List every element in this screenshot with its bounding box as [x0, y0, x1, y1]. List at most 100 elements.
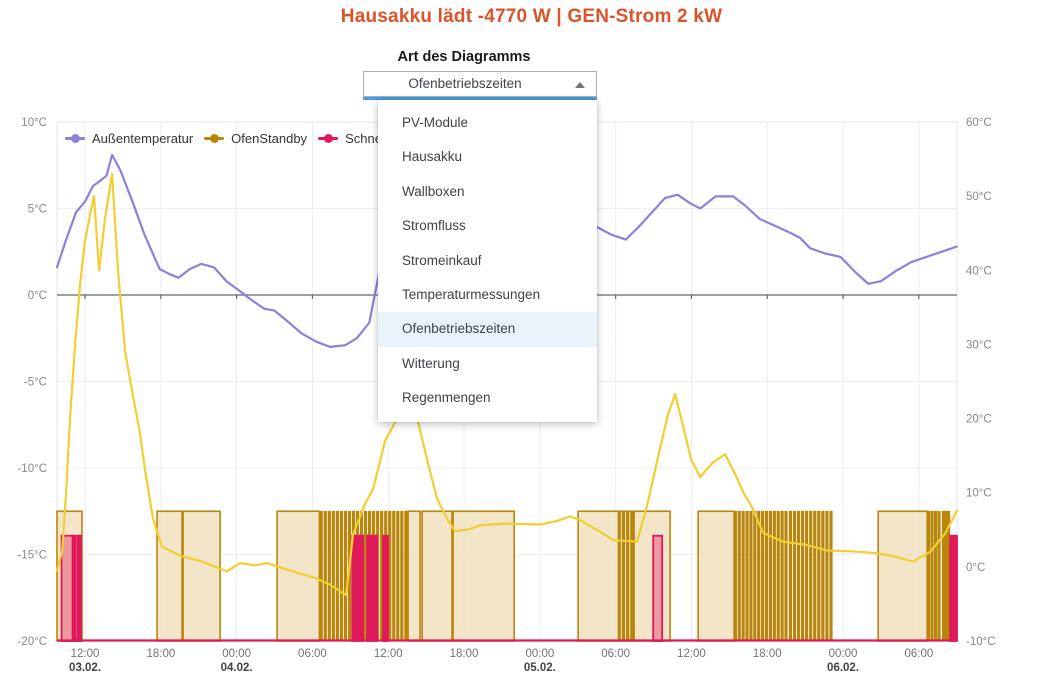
burn-stripe [753, 510, 757, 642]
y-right-tick-label: 20°C [966, 414, 992, 426]
dropdown-option-stromfluss[interactable]: Stromfluss [402, 218, 466, 234]
y-right-tick-label: 60°C [966, 117, 992, 129]
burn-stripe [776, 510, 780, 642]
x-tick-date-label: 06.02. [827, 662, 859, 674]
burn-stripe [400, 510, 404, 642]
burn-stripe [327, 510, 331, 642]
x-tick-time-label: 18:00 [753, 648, 782, 660]
dropdown-option-stromeinkauf[interactable]: Stromeinkauf [402, 252, 482, 268]
burn-stripe [343, 510, 348, 642]
burn-stripe [937, 510, 941, 642]
standby-block [182, 510, 221, 642]
legend-item-aussentemperatur[interactable]: Außentemperatur [65, 131, 193, 146]
x-tick-time-label: 18:00 [146, 648, 175, 660]
diagram-type-selected-value: Ofenbetriebszeiten [408, 76, 522, 91]
legend-label: Schnec [345, 130, 389, 146]
burn-stripe [784, 510, 788, 642]
burn-stripe [796, 510, 801, 642]
dropdown-option-witterung[interactable]: Witterung [402, 355, 460, 371]
y-right-tick-label: 0°C [966, 562, 985, 574]
burn-stripe [388, 510, 392, 642]
x-tick-time-label: 12:00 [71, 648, 100, 660]
x-tick-time-label: 00:00 [829, 648, 858, 660]
burn-stripe [780, 510, 784, 642]
burn-stripe [821, 510, 825, 642]
burn-stripe [339, 510, 343, 642]
y-right-tick-label: 50°C [966, 191, 992, 203]
x-tick-time-label: 06:00 [904, 648, 933, 660]
y-left-tick-label: -5°C [24, 377, 47, 389]
burn-stripe [772, 510, 776, 642]
burn-stripe [323, 510, 327, 642]
burn-stripe [331, 510, 335, 642]
burn-stripe [335, 510, 339, 642]
burn-stripe [617, 510, 621, 642]
burn-stripe [768, 510, 773, 642]
burn-stripe [392, 510, 396, 642]
chart-legend: Außentemperatur OfenStandby Schnec [65, 128, 399, 148]
legend-item-schnee[interactable]: Schnec [318, 131, 388, 146]
diagram-type-label: Art des Diagramms [397, 49, 531, 65]
y-left-tick-label: -15°C [17, 550, 47, 562]
dropdown-option-hausakku[interactable]: Hausakku [402, 149, 463, 165]
ofen-curve-line [55, 172, 959, 597]
y-left-tick-label: -20°C [17, 636, 47, 648]
burn-stripe [941, 510, 946, 642]
page-title: Hausakku lädt -4770 W | GEN-Strom 2 kW [340, 6, 723, 27]
dropdown-option-regenmengen[interactable]: Regenmengen [402, 390, 491, 406]
y-left-tick-label: -10°C [17, 463, 47, 475]
diagram-type-dropdown: PV-Module Hausakku Wallboxen Stromfluss Stro… [378, 100, 597, 422]
x-tick-date-label: 05.02. [524, 662, 556, 674]
burn-stripe [805, 510, 809, 642]
x-tick-time-label: 12:00 [677, 648, 706, 660]
burn-stripe [933, 510, 938, 642]
burn-stripe [788, 510, 793, 642]
legend-label: OfenStandby [231, 130, 308, 146]
snow-bar [76, 534, 82, 642]
y-left-tick-label: 5°C [28, 204, 47, 216]
x-tick-time-label: 06:00 [298, 648, 327, 660]
snow-bar [351, 534, 365, 642]
select-focus-underline [363, 97, 597, 100]
burn-stripe [764, 510, 769, 642]
diagram-type-select[interactable]: Ofenbetriebszeiten [363, 71, 597, 100]
snow-bar [382, 534, 389, 642]
burn-stripe [621, 510, 626, 642]
dropdown-option-temperaturmessungen[interactable]: Temperaturmessungen [402, 286, 541, 302]
dropdown-option-ofenbetriebszeiten[interactable]: Ofenbetriebszeiten [378, 312, 597, 347]
snow-bar [652, 534, 664, 642]
dropdown-option-wallboxen[interactable]: Wallboxen [402, 183, 465, 199]
standby-block [407, 510, 421, 642]
x-tick-date-label: 04.02. [221, 662, 253, 674]
burn-stripe [809, 510, 813, 642]
burn-stripe [737, 510, 741, 642]
y-right-tick-label: -10°C [966, 636, 996, 648]
y-right-tick-label: 10°C [966, 488, 992, 500]
y-left-tick-label: 0°C [28, 290, 47, 302]
burn-stripe [745, 510, 749, 642]
snow-bar [366, 534, 379, 642]
burn-stripe [829, 510, 833, 642]
standby-block [276, 510, 321, 642]
standby-block [697, 510, 735, 642]
burn-stripe [792, 510, 797, 642]
burn-stripe [926, 510, 930, 642]
snow-bar [949, 534, 958, 642]
x-tick-time-label: 06:00 [601, 648, 630, 660]
dropdown-option-pv-module[interactable]: PV-Module [402, 115, 469, 130]
snow-bar [71, 534, 77, 642]
burn-stripe [741, 510, 745, 642]
standby-block [877, 510, 928, 642]
legend-item-ofenstandby[interactable]: OfenStandby [204, 131, 307, 146]
burn-stripe [626, 510, 630, 642]
y-right-tick-label: 40°C [966, 265, 992, 277]
burn-stripe [825, 510, 829, 642]
x-tick-date-label: 03.02. [69, 662, 101, 674]
burn-stripe [757, 510, 761, 642]
burn-stripe [817, 510, 821, 642]
burn-stripe [800, 510, 805, 642]
triangle-up-icon [575, 82, 585, 88]
x-tick-time-label: 12:00 [374, 648, 403, 660]
